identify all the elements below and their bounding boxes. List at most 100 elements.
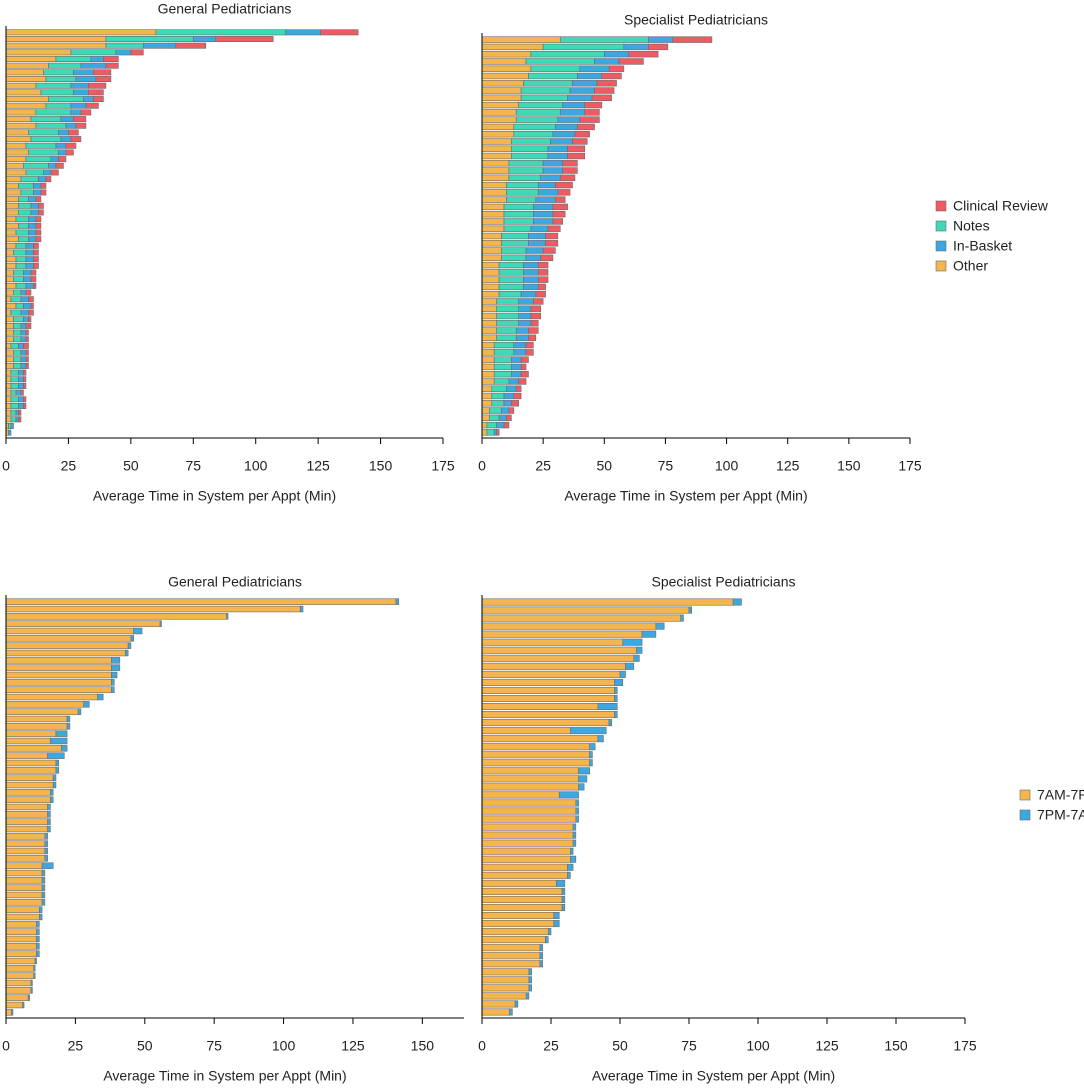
bar-in-basket-12 bbox=[70, 102, 87, 109]
bar-other-31 bbox=[481, 254, 502, 262]
bar-7am-7pm-16 bbox=[5, 708, 79, 715]
bar-notes-23 bbox=[506, 196, 537, 203]
bar-7am-7pm-49 bbox=[481, 984, 530, 992]
bar-in-basket-22 bbox=[43, 169, 52, 176]
bar-in-basket-31 bbox=[28, 229, 37, 236]
bar-7am-7pm-48 bbox=[5, 943, 37, 950]
bar-clinical-review-15 bbox=[75, 122, 87, 129]
bar-in-basket-52 bbox=[501, 407, 510, 414]
bar-7am-7pm-14 bbox=[5, 693, 98, 701]
bar-notes-23 bbox=[20, 176, 39, 183]
bar-other-30 bbox=[5, 222, 19, 229]
bar-7pm-7am-16 bbox=[77, 708, 82, 715]
bar-notes-18 bbox=[25, 142, 57, 149]
bar-notes-16 bbox=[28, 129, 59, 136]
bar-notes-11 bbox=[48, 96, 84, 103]
x-tick-label: 125 bbox=[815, 1038, 839, 1054]
bar-7am-7pm-26 bbox=[5, 781, 54, 789]
bar-in-basket-39 bbox=[518, 312, 532, 320]
bar-notes-58 bbox=[10, 409, 17, 416]
bar-other-10 bbox=[5, 89, 42, 96]
bar-notes-51 bbox=[13, 362, 22, 369]
bar-other-38 bbox=[481, 305, 497, 312]
bar-clinical-review-23 bbox=[555, 196, 566, 203]
bar-7am-7pm-47 bbox=[481, 968, 530, 976]
bar-notes-13 bbox=[35, 109, 72, 116]
bar-other-44 bbox=[5, 316, 14, 323]
x-tick-label: 100 bbox=[715, 458, 739, 474]
bar-in-basket-19 bbox=[542, 167, 564, 174]
bar-7pm-7am-42 bbox=[547, 928, 552, 936]
bar-in-basket-6 bbox=[80, 62, 107, 69]
bar-notes-9 bbox=[35, 82, 72, 89]
bar-in-basket-53 bbox=[498, 414, 507, 422]
x-tick-label: 150 bbox=[884, 1038, 908, 1054]
bar-7am-7pm-43 bbox=[481, 936, 546, 944]
bar-in-basket-33 bbox=[25, 242, 34, 249]
bar-notes-59 bbox=[10, 416, 17, 423]
bar-clinical-review-15 bbox=[572, 138, 588, 145]
bar-clinical-review-13 bbox=[577, 123, 595, 131]
bar-other-23 bbox=[5, 176, 22, 183]
bar-7am-7pm-27 bbox=[5, 789, 51, 796]
bar-other-20 bbox=[5, 156, 27, 163]
bar-clinical-review-13 bbox=[80, 109, 92, 116]
bar-other-55 bbox=[481, 429, 488, 436]
bar-notes-24 bbox=[503, 203, 534, 211]
bar-7am-7pm-7 bbox=[481, 646, 637, 654]
bar-clinical-review-5 bbox=[103, 56, 119, 62]
legend-label-other: Other bbox=[953, 258, 988, 274]
x-tick-label: 0 bbox=[2, 458, 10, 474]
bar-in-basket-19 bbox=[58, 149, 67, 156]
bar-in-basket-4 bbox=[115, 49, 132, 56]
bar-notes-35 bbox=[498, 283, 524, 291]
bar-7pm-7am-48 bbox=[528, 976, 532, 984]
bar-in-basket-5 bbox=[579, 65, 610, 72]
x-tick-label: 25 bbox=[543, 1038, 559, 1054]
x-tick-label: 75 bbox=[681, 1038, 697, 1054]
bar-clinical-review-39 bbox=[33, 282, 37, 289]
bar-in-basket-15 bbox=[65, 122, 77, 129]
bar-7am-7pm-33 bbox=[481, 855, 571, 863]
legend-swatch-other bbox=[935, 260, 947, 272]
bar-notes-54 bbox=[10, 382, 19, 389]
bar-7pm-7am-31 bbox=[572, 839, 577, 847]
bar-7pm-7am-39 bbox=[41, 877, 46, 884]
bar-7pm-7am-50 bbox=[34, 957, 37, 965]
bar-notes-29 bbox=[501, 240, 529, 247]
bar-in-basket-42 bbox=[515, 334, 529, 342]
bar-clinical-review-50 bbox=[25, 356, 29, 363]
bar-clinical-review-42 bbox=[30, 302, 34, 309]
bar-7pm-7am-15 bbox=[614, 711, 618, 719]
bar-in-basket-16 bbox=[547, 145, 568, 152]
bar-other-23 bbox=[481, 196, 507, 203]
bar-in-basket-20 bbox=[540, 174, 561, 182]
bar-7am-7pm-30 bbox=[481, 831, 574, 839]
bar-7am-7pm-20 bbox=[5, 737, 51, 745]
bar-notes-32 bbox=[18, 236, 29, 243]
bar-7am-7pm-23 bbox=[481, 775, 579, 783]
bar-clinical-review-37 bbox=[30, 269, 37, 276]
bar-7am-7pm-40 bbox=[5, 884, 43, 891]
bar-7pm-7am-37 bbox=[41, 862, 54, 869]
legend-label-clinical-review: Clinical Review bbox=[953, 198, 1049, 214]
bar-other-37 bbox=[5, 269, 14, 276]
bar-other-42 bbox=[481, 334, 497, 342]
bar-other-29 bbox=[5, 216, 17, 223]
bar-7pm-7am-6 bbox=[622, 638, 643, 646]
bar-other-54 bbox=[5, 382, 12, 389]
bar-7am-7pm-26 bbox=[481, 799, 577, 807]
bar-in-basket-32 bbox=[523, 261, 539, 269]
bar-notes-49 bbox=[13, 349, 22, 356]
bar-notes-41 bbox=[496, 327, 517, 334]
bar-in-basket-34 bbox=[25, 249, 34, 256]
bar-other-45 bbox=[481, 356, 495, 363]
bar-in-basket-28 bbox=[528, 232, 546, 240]
bar-7am-7pm-1 bbox=[481, 598, 734, 606]
bar-7pm-7am-41 bbox=[41, 891, 46, 899]
bar-notes-41 bbox=[10, 296, 22, 303]
bar-clinical-review-8 bbox=[95, 76, 112, 83]
bar-7am-7pm-7 bbox=[5, 642, 129, 649]
bar-other-13 bbox=[5, 109, 37, 116]
bar-7pm-7am-3 bbox=[680, 614, 684, 622]
